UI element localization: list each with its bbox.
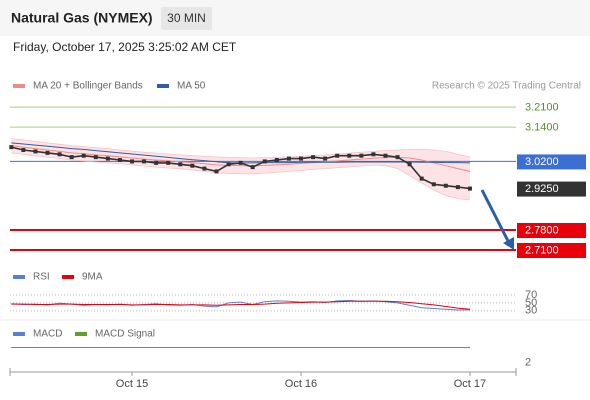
price-candle (262, 159, 267, 164)
price-candle (407, 162, 412, 167)
title: Natural Gas (NYMEX) (11, 10, 153, 26)
price-candle (286, 156, 291, 161)
legend-label: MACD (33, 329, 62, 340)
price-candle (190, 163, 195, 168)
level-label-box (517, 181, 586, 197)
y-tick-label: 70 (525, 289, 537, 301)
price-candle (443, 183, 448, 188)
x-tick-label: Oct 15 (116, 378, 148, 390)
price-candle (274, 158, 279, 162)
price-candle (154, 160, 159, 165)
legend-label: MA 20 + Bollinger Bands (33, 81, 143, 92)
legend-label: MA 50 (177, 81, 206, 92)
price-candle (178, 162, 183, 167)
legend-swatch (13, 332, 25, 336)
level-label-box (517, 223, 586, 238)
legend-swatch (13, 275, 25, 279)
header-bar (0, 0, 590, 36)
timestamp: Friday, October 17, 2025 3:25:02 AM CET (13, 40, 237, 54)
x-tick-label: Oct 17 (454, 378, 486, 390)
interval: 30 MIN (167, 11, 206, 25)
price-candle (21, 148, 26, 152)
price-candle (202, 166, 207, 171)
price-candle (298, 156, 303, 161)
price-candle (323, 156, 328, 161)
price-candle (311, 155, 316, 160)
price-candle (238, 160, 243, 165)
level-label: 3.0200 (525, 156, 559, 168)
legend-swatch (75, 332, 87, 336)
bollinger-lower (11, 152, 471, 201)
price-candle (383, 153, 388, 158)
legend-label: 9MA (82, 272, 103, 283)
legend-label: RSI (33, 272, 50, 283)
legend-swatch (13, 84, 25, 88)
price-candle (33, 149, 38, 154)
price-candle (105, 156, 110, 161)
legend-swatch (62, 275, 74, 279)
legend-swatch (157, 84, 169, 88)
price-candle (226, 162, 231, 167)
price-candle (45, 150, 50, 155)
legend-label: MACD Signal (95, 329, 155, 340)
interval-badge (161, 7, 212, 30)
price-candle (419, 176, 424, 181)
level-label: 2.7800 (525, 224, 559, 236)
price-candle (69, 155, 74, 160)
level-label: 2.7100 (525, 244, 559, 256)
bollinger-upper (11, 138, 471, 159)
price-candle (214, 169, 219, 174)
price-candle (130, 159, 134, 164)
price-candle (335, 153, 340, 158)
forecast-arrow (480, 189, 514, 250)
x-tick-label: Oct 16 (285, 378, 317, 390)
price-candle (142, 159, 147, 164)
price-candle (117, 158, 122, 162)
price-candle (93, 155, 98, 160)
price-candle (166, 160, 171, 165)
price-candle (9, 145, 14, 150)
y-tick-label: 50 (525, 297, 537, 309)
y-tick-label: 30 (525, 305, 537, 317)
price-candle (371, 152, 376, 157)
series-line (11, 145, 471, 172)
price-candle (81, 153, 86, 158)
price-candle (57, 152, 62, 157)
y-tick-label: 2 (525, 356, 531, 368)
level-label: 3.2100 (525, 102, 559, 114)
level-label: 3.1400 (525, 122, 559, 134)
series-line (11, 299, 471, 311)
level-label-box (517, 154, 586, 170)
level-label: 2.9250 (525, 183, 559, 195)
price-candle (250, 165, 255, 170)
price-candle (359, 153, 364, 158)
price-candle (395, 155, 400, 160)
level-label-box (517, 243, 586, 258)
price-candle (467, 186, 472, 191)
price-candle (455, 185, 460, 190)
credit: Research © 2025 Trading Central (432, 81, 581, 92)
price-candle (347, 153, 352, 158)
bollinger-band (11, 138, 471, 200)
price-candle (431, 182, 436, 187)
series-line (11, 300, 471, 310)
